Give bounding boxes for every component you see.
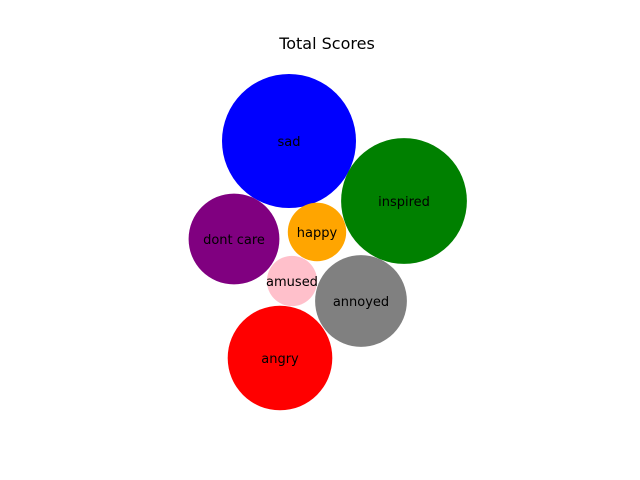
bubble-label-dont-care: dont care <box>203 233 265 248</box>
bubble-dont-care <box>188 193 280 285</box>
bubble-sad <box>222 74 356 208</box>
bubble-label-angry: angry <box>261 352 299 367</box>
bubble-happy <box>287 202 347 262</box>
bubble-annoyed <box>315 255 407 347</box>
bubble-amused <box>266 255 318 307</box>
bubble-label-sad: sad <box>278 135 301 150</box>
bubble-label-amused: amused <box>266 275 318 290</box>
bubble-angry <box>227 305 333 411</box>
bubble-inspired <box>341 138 467 264</box>
chart-title: Total Scores <box>278 34 375 53</box>
bubbles-group: sad inspired dont care happy amused annoyed an… <box>188 74 467 411</box>
bubble-label-happy: happy <box>297 226 338 241</box>
bubble-label-annoyed: annoyed <box>333 295 389 310</box>
bubble-label-inspired: inspired <box>378 195 430 210</box>
